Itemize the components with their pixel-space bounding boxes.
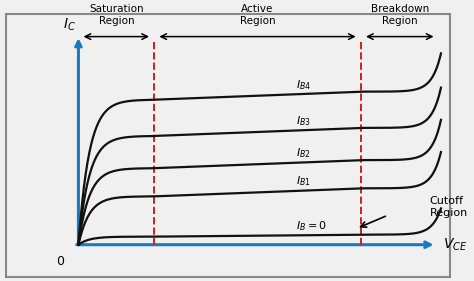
Text: $I_B=0$: $I_B=0$ [297,219,328,233]
Text: 0: 0 [56,255,64,268]
Text: $V_{CE}$: $V_{CE}$ [443,237,468,253]
Text: Cutoff
Region: Cutoff Region [429,196,468,218]
Text: $I_C$: $I_C$ [63,16,76,33]
Text: Breakdown
Region: Breakdown Region [371,4,429,26]
Text: $I_{B3}$: $I_{B3}$ [297,114,311,128]
Text: Active
Region: Active Region [240,4,275,26]
Text: $I_{B1}$: $I_{B1}$ [297,175,311,188]
Text: Saturation
Region: Saturation Region [89,4,144,26]
Text: $I_{B4}$: $I_{B4}$ [297,78,312,92]
Text: $I_{B2}$: $I_{B2}$ [297,146,311,160]
